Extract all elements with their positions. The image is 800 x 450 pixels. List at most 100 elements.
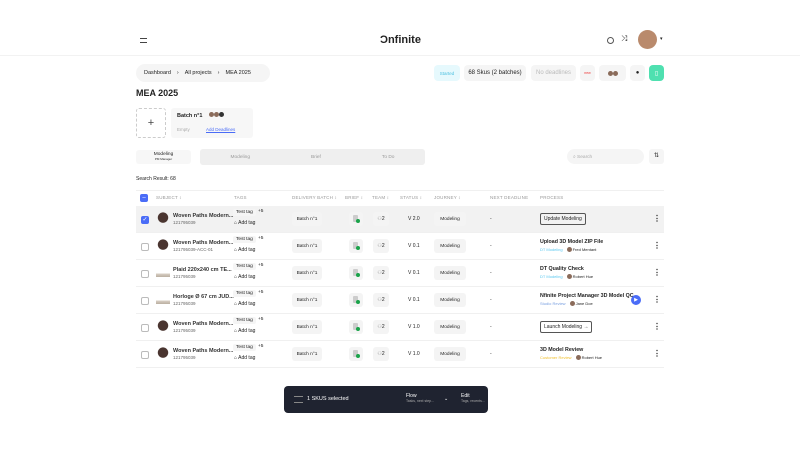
team-count[interactable]: ⚇ 2	[373, 320, 389, 334]
delivery-batch[interactable]: Batch n°1	[292, 293, 322, 307]
table-row[interactable]: Woven Paths Modern... 121795039 Test tag…	[136, 314, 664, 341]
tag-chip[interactable]: Test tag	[233, 344, 256, 351]
team-count[interactable]: ⚇ 2	[373, 293, 389, 307]
filter-icon[interactable]: ⇅	[649, 149, 664, 164]
bookmark-icon[interactable]: ▯	[649, 65, 664, 81]
team-avatars[interactable]	[599, 65, 626, 81]
batch-card[interactable]: Batch n°1 Empty Add Deadlines	[171, 108, 253, 138]
add-tag-button[interactable]: ⌂ Add tag	[234, 328, 255, 334]
add-tag-button[interactable]: ⌂ Add tag	[234, 220, 255, 226]
more-tags[interactable]: +5	[258, 344, 264, 349]
more-tags[interactable]: +5	[258, 317, 264, 322]
row-checkbox[interactable]	[141, 243, 149, 251]
edit-dropdown[interactable]: Edit Tags, recents... ⌄	[461, 393, 506, 407]
subject-name[interactable]: Horloge Ø 67 cm JUD...	[173, 294, 234, 300]
team-value: 2	[381, 297, 385, 303]
more-options-icon[interactable]: ⋮	[653, 322, 661, 331]
row-checkbox[interactable]	[141, 351, 149, 359]
more-tags[interactable]: +5	[258, 209, 264, 214]
more-options-icon[interactable]: ⋮	[653, 295, 661, 304]
tag-chip[interactable]: Test tag	[233, 263, 256, 270]
team-value: 2	[381, 351, 385, 357]
flow-dropdown[interactable]: Flow Tasks, next step... ⌄	[406, 393, 451, 407]
more-options-icon[interactable]: ⋮	[653, 241, 661, 250]
chevron-down-icon[interactable]: ▾	[660, 36, 663, 42]
col-subject[interactable]: SUBJECT ↕	[156, 195, 182, 200]
tab-modeling-active[interactable]: Modeling PM Manager	[136, 150, 191, 164]
shuffle-icon[interactable]: ⤨	[621, 34, 628, 43]
col-batch[interactable]: DELIVERY BATCH ↕	[292, 195, 337, 200]
play-button[interactable]: ▶	[631, 295, 641, 305]
brief-icon[interactable]	[349, 347, 363, 361]
team-count[interactable]: ⚇ 2	[373, 266, 389, 280]
more-tags[interactable]: +5	[258, 290, 264, 295]
delivery-batch[interactable]: Batch n°1	[292, 347, 322, 361]
tag-chip[interactable]: Test tag	[233, 209, 256, 216]
brief-icon[interactable]	[349, 266, 363, 280]
row-checkbox[interactable]: ✓	[141, 216, 149, 224]
delivery-batch[interactable]: Batch n°1	[292, 212, 322, 226]
delivery-batch[interactable]: Batch n°1	[292, 320, 322, 334]
brief-icon[interactable]	[349, 320, 363, 334]
menu-icon[interactable]	[140, 38, 147, 43]
col-status[interactable]: STATUS ↕	[400, 195, 423, 200]
table-row[interactable]: Horloge Ø 67 cm JUD... 121795039 Test ta…	[136, 287, 664, 314]
delivery-batch[interactable]: Batch n°1	[292, 239, 322, 253]
chevron-down-icon: ⌄	[444, 396, 449, 402]
stage-label: Studio Review	[540, 301, 566, 306]
subject-name[interactable]: Woven Paths Modern...	[173, 321, 234, 327]
process-action-button[interactable]: Update Modeling	[540, 213, 586, 225]
table-row[interactable]: Woven Paths Modern... 121795039 Test tag…	[136, 341, 664, 368]
brief-icon[interactable]	[349, 293, 363, 307]
team-count[interactable]: ⚇ 2	[373, 347, 389, 361]
row-checkbox[interactable]	[141, 324, 149, 332]
team-count[interactable]: ⚇ 2	[373, 239, 389, 253]
tag-icon: ⌂	[234, 301, 239, 307]
tab-modeling[interactable]: Modeling	[230, 154, 250, 160]
add-tag-button[interactable]: ⌂ Add tag	[234, 247, 255, 253]
row-checkbox[interactable]	[141, 297, 149, 305]
search-input[interactable]: ⌕ Search	[567, 149, 644, 164]
logo: Ɔnfinite	[380, 34, 421, 46]
more-options-icon[interactable]: ⋮	[653, 268, 661, 277]
brief-icon[interactable]	[349, 239, 363, 253]
table-row[interactable]: ✓ Woven Paths Modern... 121795039 Test t…	[136, 206, 664, 233]
col-brief[interactable]: BRIEF ↕	[345, 195, 364, 200]
subject-name[interactable]: Plaid 220x240 cm TE...	[173, 267, 232, 273]
process-action-button[interactable]: Launch Modeling →	[540, 321, 593, 333]
add-tag-button[interactable]: ⌂ Add tag	[234, 301, 255, 307]
row-checkbox[interactable]	[141, 270, 149, 278]
breadcrumb-projects[interactable]: All projects	[184, 70, 212, 76]
avatar[interactable]	[638, 30, 657, 49]
breadcrumb-dashboard[interactable]: Dashboard	[144, 70, 171, 76]
col-journey[interactable]: JOURNEY ↕	[434, 195, 461, 200]
brief-icon[interactable]	[349, 212, 363, 226]
select-all-checkbox[interactable]: –	[140, 194, 148, 202]
col-team[interactable]: TEAM ↕	[372, 195, 390, 200]
tag-chip[interactable]: Test tag	[233, 236, 256, 243]
help-icon[interactable]	[607, 37, 614, 44]
tab-brief[interactable]: Brief	[311, 154, 321, 160]
info-icon[interactable]: ●	[630, 65, 645, 81]
subject-name[interactable]: Woven Paths Modern...	[173, 213, 234, 219]
table-row[interactable]: Woven Paths Modern... 121795039-ACC-01 T…	[136, 233, 664, 260]
tag-chip[interactable]: Test tag	[233, 317, 256, 324]
tag-chip[interactable]: Test tag	[233, 290, 256, 297]
subject-name[interactable]: Woven Paths Modern...	[173, 240, 234, 246]
subject-name[interactable]: Woven Paths Modern...	[173, 348, 234, 354]
add-tag-label: Add tag	[238, 328, 256, 334]
add-tag-button[interactable]: ⌂ Add tag	[234, 274, 255, 280]
add-deadlines-link[interactable]: Add Deadlines	[206, 127, 236, 132]
table-row[interactable]: Plaid 220x240 cm TE... 121795039 Test ta…	[136, 260, 664, 287]
next-deadline: -	[490, 324, 492, 330]
delivery-batch[interactable]: Batch n°1	[292, 266, 322, 280]
more-options-icon[interactable]: ⋮	[653, 349, 661, 358]
menu-icon[interactable]	[294, 396, 303, 403]
more-tags[interactable]: +5	[258, 263, 264, 268]
add-tag-button[interactable]: ⌂ Add tag	[234, 355, 255, 361]
team-count[interactable]: ⚇ 2	[373, 212, 389, 226]
more-tags[interactable]: +5	[258, 236, 264, 241]
tab-todo[interactable]: To Do	[381, 154, 395, 160]
more-options-icon[interactable]: ⋮	[653, 214, 661, 223]
add-batch-button[interactable]: +	[136, 108, 166, 138]
